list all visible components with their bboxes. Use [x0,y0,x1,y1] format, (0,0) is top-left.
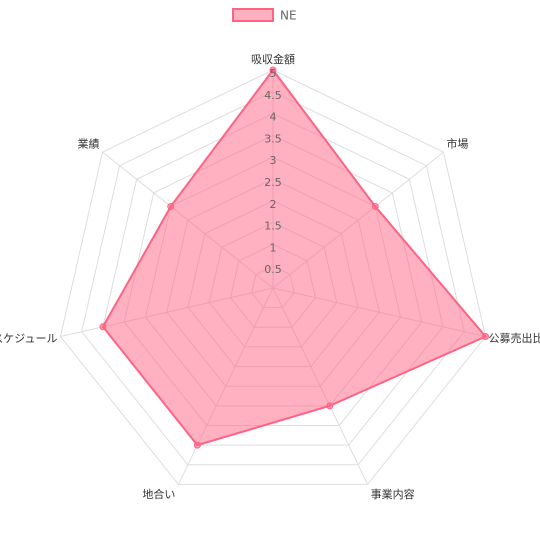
grid-ring [81,91,465,466]
r-tick-label: 5 [270,67,277,80]
category-label: スケジュール [0,332,57,345]
radar-area [101,68,488,447]
r-tick-label: 3 [270,154,277,167]
radar-point [371,202,379,210]
radar-point [99,323,107,331]
radar-point [167,202,175,210]
grid-ring [102,113,444,446]
category-label: 公募売出比 [489,331,540,345]
r-tick-label: 4 [270,111,277,124]
radar-point [482,333,490,341]
radar-point [326,402,334,410]
category-label: 地合い [142,487,175,501]
category-label: 市場 [446,137,468,151]
r-tick-label: 1.5 [264,220,282,233]
r-tick-label: 4.5 [264,89,282,102]
legend-swatch [232,8,274,22]
r-tick-label: 0.5 [264,263,282,276]
category-label: 事業内容 [371,487,415,501]
r-tick-label: 2 [270,198,277,211]
r-tick-label: 1 [270,241,277,254]
radar-point [193,441,201,449]
grid-ring [59,69,487,485]
category-label: 業績 [78,137,100,151]
r-tick-label: 3.5 [264,132,282,145]
r-tick-label: 2.5 [264,176,282,189]
category-label: 吸収金額 [251,52,295,66]
radar-point [269,66,277,74]
legend-label: NE [280,9,297,23]
grid-ring [123,134,423,426]
